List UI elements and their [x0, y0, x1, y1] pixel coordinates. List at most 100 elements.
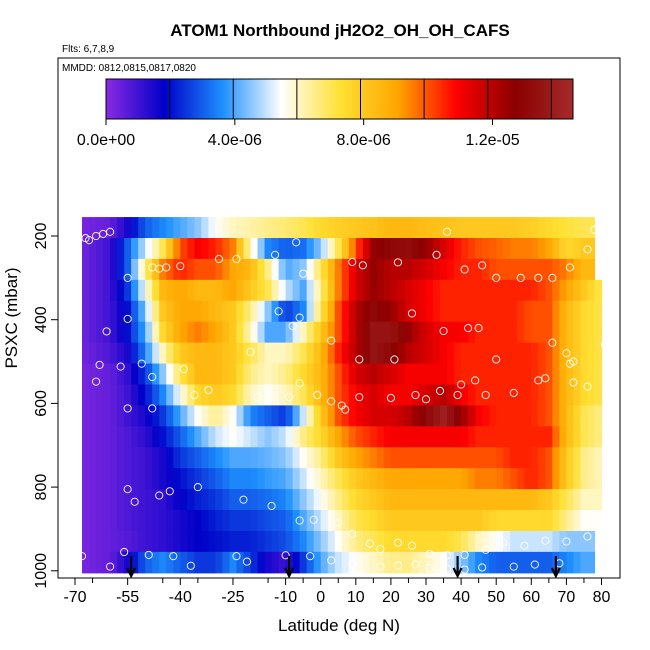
heatmap-cell [552, 468, 560, 490]
heatmap-cell [517, 405, 525, 427]
y-tick-label: 600 [33, 390, 50, 417]
heatmap-cell [383, 363, 392, 386]
y-tick-label: 1000 [33, 553, 50, 589]
heatmap-cell [348, 258, 357, 281]
heatmap-cell [475, 279, 483, 302]
heatmap-cell [103, 447, 111, 469]
heatmap-cell [433, 426, 441, 448]
heatmap-cell [369, 530, 378, 553]
heatmap-cell [229, 530, 238, 553]
heatmap-cell [96, 489, 104, 511]
heatmap-cell [124, 300, 132, 323]
heatmap-cell [152, 551, 160, 574]
heatmap-cell [271, 489, 280, 511]
heatmap-cell [110, 384, 118, 406]
heatmap-cell [180, 321, 188, 344]
heatmap-cell [369, 238, 378, 260]
heatmap-cell [222, 530, 231, 553]
heatmap-cell [229, 384, 238, 406]
heatmap-cell [215, 489, 224, 511]
heatmap-cell [271, 279, 280, 302]
heatmap-cell [306, 426, 315, 448]
heatmap-cell [173, 279, 181, 302]
observation-point [393, 561, 402, 570]
heatmap-cell [145, 300, 153, 323]
heatmap-cell [173, 447, 181, 469]
flight-arrows [126, 556, 561, 579]
heatmap-cell [545, 405, 553, 427]
heatmap-cell [271, 510, 280, 532]
observation-point [123, 404, 132, 413]
heatmap-cell [594, 426, 603, 448]
heatmap-cell [278, 489, 287, 511]
heatmap-cell [411, 530, 420, 553]
heatmap-cell [552, 342, 560, 365]
heatmap-cell [482, 405, 490, 427]
heatmap-cell [299, 489, 308, 511]
observation-point [597, 526, 606, 536]
heatmap-cell [285, 530, 294, 553]
heatmap-cell [201, 321, 209, 344]
heatmap-cell [201, 530, 209, 553]
heatmap-cell [510, 384, 518, 406]
heatmap-cell [580, 468, 589, 490]
heatmap-cell [306, 238, 315, 260]
heatmap-cell [299, 363, 308, 386]
heatmap-cell [208, 551, 216, 574]
heatmap-cell [299, 551, 308, 574]
observation-point [190, 390, 199, 400]
heatmap-cell [82, 342, 90, 365]
heatmap-cell [173, 426, 181, 448]
heatmap-cell [159, 342, 167, 365]
observation-point [355, 355, 364, 364]
heatmap-cell [89, 258, 97, 281]
heatmap-cell [278, 363, 287, 386]
heatmap-cell [236, 363, 245, 386]
heatmap-cell [517, 551, 525, 574]
heatmap-cell [454, 217, 462, 239]
heatmap-cell [103, 279, 111, 302]
heatmap-cell [320, 279, 329, 302]
heatmap-cell [411, 510, 420, 532]
heatmap-cell [404, 551, 413, 574]
heatmap-cell [489, 489, 497, 511]
heatmap-cell [292, 300, 301, 323]
heatmap-cell [82, 363, 90, 386]
heatmap-cell [587, 405, 596, 427]
heatmap-cell [580, 217, 589, 239]
heatmap-cell [362, 510, 371, 532]
observation-point [386, 393, 395, 403]
heatmap-cell [489, 530, 497, 553]
x-tick-label: 0 [316, 589, 325, 606]
heatmap-cell [524, 551, 532, 574]
heatmap-cell [313, 300, 322, 323]
heatmap-cell [96, 258, 104, 281]
heatmap-cell [131, 530, 139, 553]
heatmap-cell [110, 489, 118, 511]
heatmap-cell [433, 530, 441, 553]
heatmap-cell [559, 510, 567, 532]
heatmap-cell [355, 426, 364, 448]
heatmap-cell [271, 530, 280, 553]
heatmap-cell [264, 342, 273, 365]
heatmap-cell [173, 342, 181, 365]
heatmap-cell [117, 551, 125, 574]
heatmap-cell [426, 551, 434, 574]
heatmap-cell [404, 468, 413, 490]
heatmap-cell [250, 342, 259, 365]
heatmap-cell [285, 405, 294, 427]
heatmap-cell [580, 384, 589, 406]
heatmap-cell [229, 447, 238, 469]
heatmap-cell [292, 447, 301, 469]
heatmap-cell [96, 342, 104, 365]
heatmap-cell [566, 468, 575, 490]
observation-point [232, 552, 241, 561]
heatmap-cell [594, 300, 603, 323]
heatmap-cell [510, 489, 518, 511]
observation-point [393, 258, 402, 267]
heatmap-cell [327, 447, 336, 469]
observation-point [295, 516, 304, 525]
heatmap-cell [411, 447, 420, 469]
heatmap-cell [538, 217, 546, 239]
observation-point [590, 225, 599, 234]
